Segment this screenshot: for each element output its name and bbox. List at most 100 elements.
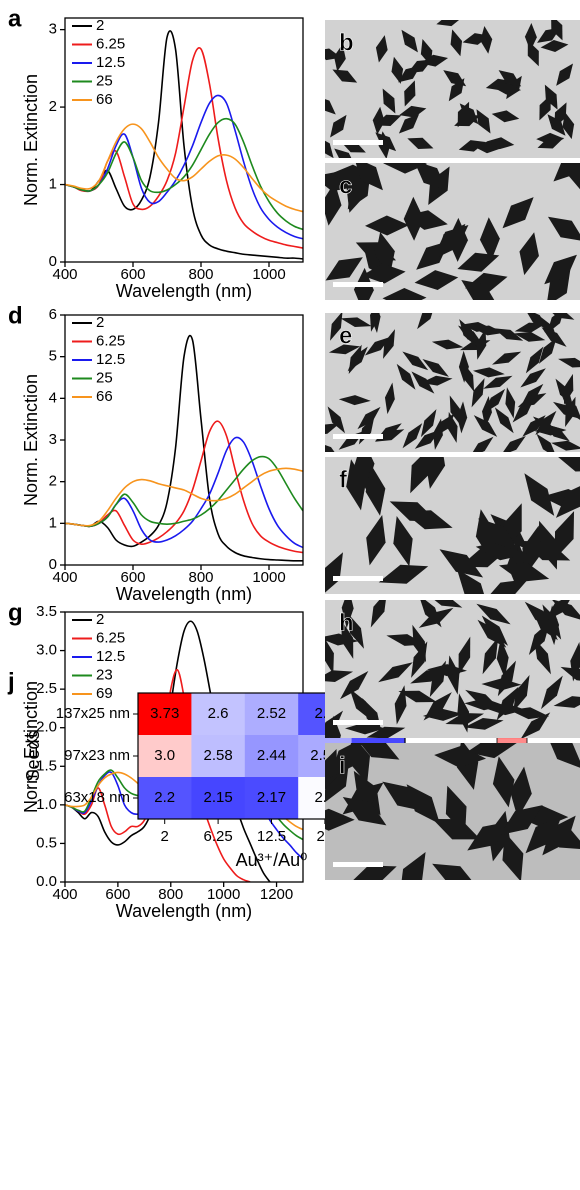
particle (546, 269, 571, 300)
y-axis-label: Norm. Extinction (21, 74, 41, 206)
particle (476, 109, 491, 134)
particle (325, 552, 344, 594)
particle (472, 367, 505, 378)
cell-label: 2.52 (257, 705, 286, 722)
x-tick-label: 1000 (207, 886, 240, 903)
particle (334, 148, 356, 158)
particle (459, 103, 479, 125)
particle (524, 313, 549, 330)
particle (432, 863, 479, 880)
y-tick-label: 2.5 (36, 680, 57, 697)
particle (456, 569, 489, 594)
particle (417, 313, 436, 330)
scale-bar (333, 434, 383, 439)
particle (476, 603, 511, 625)
particle (422, 358, 449, 377)
particle (537, 27, 561, 43)
particle (325, 257, 363, 281)
particle (342, 797, 387, 826)
particle (325, 808, 355, 831)
particle (420, 54, 449, 67)
cell-label: 2.44 (257, 747, 286, 764)
particle (477, 619, 507, 648)
x-tick-label: 600 (120, 266, 145, 283)
particle (378, 662, 413, 683)
particle (383, 163, 428, 174)
particle (370, 313, 380, 332)
particle (398, 65, 421, 83)
particle (375, 114, 402, 127)
image-label: e (339, 322, 352, 349)
particle (348, 344, 362, 375)
cell-label: 2.2 (154, 789, 175, 806)
particle (353, 743, 400, 760)
spectrum-line (65, 420, 303, 554)
y-tick-label: 3.5 (36, 603, 57, 620)
y-tick-label: 5 (49, 348, 57, 365)
image-label: b (339, 29, 354, 56)
plot-frame (64, 17, 304, 263)
y-tick-label: 1.5 (36, 757, 57, 774)
scale-bar (333, 576, 383, 581)
particle (450, 29, 463, 57)
col-label: 12.5 (257, 828, 286, 845)
particle (471, 378, 485, 408)
legend-label: 69 (96, 685, 113, 702)
particle (436, 20, 464, 27)
panel-label: j (7, 668, 15, 695)
particle (325, 635, 334, 675)
particle (325, 48, 342, 61)
particle (332, 69, 358, 83)
particle (536, 433, 558, 452)
particle (568, 163, 580, 195)
plot-lines (65, 30, 303, 260)
particle (482, 637, 499, 675)
panel-label: g (8, 599, 23, 626)
particle (410, 457, 432, 494)
particle (341, 600, 354, 629)
particle (340, 317, 372, 328)
particle (348, 865, 397, 880)
particle (448, 78, 465, 102)
legend-label: 2 (96, 17, 104, 34)
particle (457, 401, 468, 434)
particle (406, 784, 441, 825)
particle (513, 675, 530, 712)
particle (562, 396, 580, 422)
y-tick-label: 1.0 (36, 796, 57, 813)
legend-label: 6.25 (96, 629, 125, 646)
particle (434, 745, 487, 768)
particle (372, 106, 385, 135)
particle (427, 664, 467, 677)
particle (423, 692, 452, 721)
plot-frame (64, 314, 304, 566)
y-tick-label: 2 (49, 98, 57, 115)
particle (394, 685, 407, 725)
particle (493, 328, 524, 341)
particle (482, 395, 492, 428)
particle (472, 325, 505, 336)
particle (524, 23, 537, 51)
particle (422, 708, 463, 721)
x-tick-label: 600 (120, 569, 145, 586)
particle (364, 336, 391, 356)
particle (496, 686, 519, 721)
legend-label: 12.5 (96, 54, 125, 71)
particle (520, 712, 551, 738)
y-tick-label: 2 (49, 473, 57, 490)
particle (492, 756, 515, 808)
panel-label: a (8, 5, 22, 32)
particle (556, 63, 574, 86)
particle (562, 112, 575, 140)
scale-bar (333, 862, 383, 867)
x-tick-label: 800 (188, 569, 213, 586)
particle (347, 612, 364, 649)
particle (553, 163, 580, 182)
particle (425, 457, 446, 489)
particle (536, 132, 565, 145)
y-tick-label: 1 (49, 176, 57, 193)
particle (525, 815, 562, 854)
cell-label: 3.73 (150, 705, 179, 722)
particle (325, 670, 354, 682)
